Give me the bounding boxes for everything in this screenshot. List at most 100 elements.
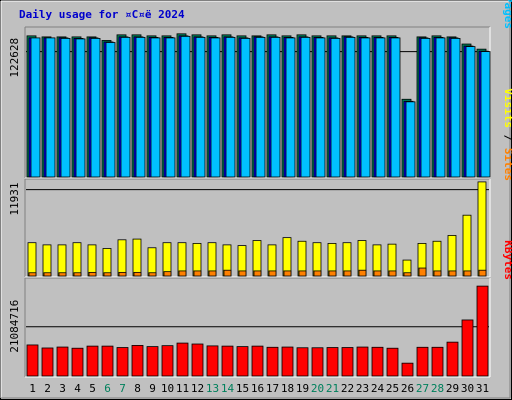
x-tick-label-11: 11 (176, 382, 189, 395)
bar-sites-18 (283, 270, 292, 277)
bar-pages-22 (345, 36, 356, 178)
x-tick-label-28: 28 (431, 382, 444, 395)
legend-mid: Visits / Sites (502, 88, 512, 181)
x-tick-label-1: 1 (29, 382, 36, 395)
bar-pages-16 (255, 36, 266, 178)
bar-pages-12 (195, 36, 206, 178)
x-tick-label-3: 3 (59, 382, 66, 395)
bar-sites-11 (178, 270, 187, 277)
bar-sites-3 (58, 272, 67, 277)
legend-top: Hits / Files / Pages (502, 0, 512, 29)
bar-pages-30 (465, 46, 476, 178)
bar-pages-20 (315, 37, 326, 178)
panel-mid: 11931 Visits / Sites (8, 88, 512, 278)
bar-kbytes-19 (296, 347, 309, 377)
y-axis-max-label: 11931 (8, 183, 21, 216)
x-tick-label-4: 4 (74, 382, 81, 395)
bar-pages-17 (270, 36, 281, 178)
x-tick-label-7: 7 (119, 382, 126, 395)
bar-pages-13 (210, 37, 221, 178)
x-tick-label-30: 30 (461, 382, 474, 395)
bar-sites-10 (163, 271, 172, 277)
x-tick-label-31: 31 (476, 382, 489, 395)
bar-kbytes-1 (26, 344, 39, 377)
bar-sites-26 (403, 272, 412, 277)
bar-pages-21 (330, 38, 341, 178)
x-tick-label-15: 15 (236, 382, 249, 395)
bar-kbytes-29 (446, 341, 459, 377)
bar-pages-3 (60, 38, 71, 178)
x-tick-label-19: 19 (296, 382, 309, 395)
panel-bot: 21084716 KBytes (8, 240, 512, 378)
bar-sites-13 (208, 270, 217, 277)
bar-sites-29 (448, 270, 457, 277)
bar-kbytes-7 (116, 347, 129, 377)
bar-kbytes-12 (191, 343, 204, 377)
legend-bot: KBytes (502, 240, 512, 280)
bar-sites-7 (118, 271, 127, 277)
bar-pages-26 (405, 101, 416, 178)
bar-sites-6 (103, 272, 112, 277)
bar-visits-9 (147, 247, 157, 277)
bar-sites-19 (298, 270, 307, 277)
bar-kbytes-27 (416, 346, 429, 377)
x-tick-label-27: 27 (416, 382, 429, 395)
x-tick-label-8: 8 (134, 382, 141, 395)
bar-sites-31 (478, 269, 487, 277)
bar-pages-11 (180, 35, 191, 178)
x-tick-label-16: 16 (251, 382, 264, 395)
bar-pages-1 (30, 37, 41, 178)
bar-sites-24 (373, 270, 382, 277)
x-tick-label-20: 20 (311, 382, 324, 395)
bar-sites-15 (238, 270, 247, 277)
bar-sites-1 (28, 272, 37, 277)
x-tick-label-22: 22 (341, 382, 354, 395)
x-tick-label-24: 24 (371, 382, 385, 395)
bar-kbytes-21 (326, 347, 339, 377)
bar-sites-22 (343, 270, 352, 277)
bar-pages-7 (120, 36, 131, 178)
bar-kbytes-9 (146, 346, 159, 377)
x-tick-label-25: 25 (386, 382, 399, 395)
bar-pages-15 (240, 38, 251, 178)
bar-kbytes-30 (461, 319, 474, 377)
bar-pages-9 (150, 37, 161, 178)
x-tick-label-21: 21 (326, 382, 339, 395)
bar-sites-8 (133, 271, 142, 277)
bar-kbytes-25 (386, 347, 399, 377)
bar-kbytes-6 (101, 345, 114, 377)
x-tick-label-14: 14 (221, 382, 235, 395)
bar-visits-10 (162, 242, 172, 277)
bar-sites-2 (43, 272, 52, 277)
bar-sites-9 (148, 272, 157, 277)
bar-kbytes-20 (311, 347, 324, 377)
bar-sites-21 (328, 270, 337, 277)
bar-sites-28 (433, 270, 442, 277)
bar-kbytes-10 (161, 345, 174, 377)
bar-sites-25 (388, 270, 397, 277)
bar-pages-6 (105, 42, 116, 178)
x-tick-label-13: 13 (206, 382, 219, 395)
bar-visits-5 (87, 244, 97, 277)
bar-visits-3 (57, 244, 67, 277)
bar-kbytes-5 (86, 345, 99, 377)
bar-kbytes-26 (401, 362, 414, 377)
bar-pages-31 (480, 51, 491, 178)
bar-kbytes-22 (341, 347, 354, 377)
bar-sites-20 (313, 270, 322, 277)
bar-kbytes-8 (131, 345, 144, 377)
bar-pages-27 (420, 38, 431, 178)
bar-visits-4 (72, 242, 82, 277)
bar-kbytes-11 (176, 342, 189, 377)
bar-pages-4 (75, 38, 86, 178)
x-tick-label-10: 10 (161, 382, 174, 395)
bar-pages-29 (450, 38, 461, 178)
bar-kbytes-18 (281, 346, 294, 377)
bar-kbytes-4 (71, 347, 84, 377)
x-tick-label-9: 9 (149, 382, 156, 395)
x-tick-label-5: 5 (89, 382, 96, 395)
bar-sites-5 (88, 271, 97, 277)
y-axis-max-label: 122628 (8, 38, 21, 78)
y-axis-max-label: 21084716 (8, 300, 21, 353)
